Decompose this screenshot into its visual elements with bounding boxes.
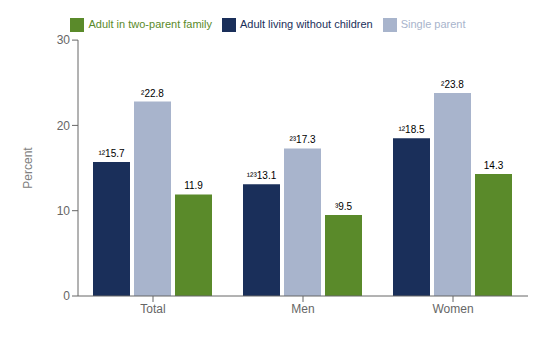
svg-text:Women: Women [432, 302, 473, 316]
svg-text:Total: Total [140, 302, 165, 316]
svg-text:¹²15.7: ¹²15.7 [98, 148, 125, 159]
html-text:Single parent: Single parent [400, 18, 466, 30]
svg-text:²23.8: ²23.8 [441, 79, 464, 90]
svg-text:³9.5: ³9.5 [335, 201, 353, 212]
svg-text:¹²³13.1: ¹²³13.1 [247, 170, 277, 181]
svg-text:0: 0 [63, 289, 70, 303]
svg-text:¹²18.5: ¹²18.5 [398, 124, 425, 135]
svg-text:²³17.3: ²³17.3 [289, 134, 316, 145]
svg-text:Percent: Percent [21, 147, 35, 189]
svg-text:20: 20 [57, 119, 71, 133]
svg-text:²22.8: ²22.8 [141, 88, 164, 99]
svg-text:14.3: 14.3 [484, 160, 504, 171]
svg-text:Men: Men [291, 302, 314, 316]
svg-text:30: 30 [57, 33, 71, 47]
html-text:Adult in two-parent family: Adult in two-parent family [88, 18, 212, 30]
svg-text:11.9: 11.9 [184, 180, 203, 191]
html-text:Adult living without children: Adult living without children [240, 18, 373, 30]
svg-text:10: 10 [57, 204, 71, 218]
